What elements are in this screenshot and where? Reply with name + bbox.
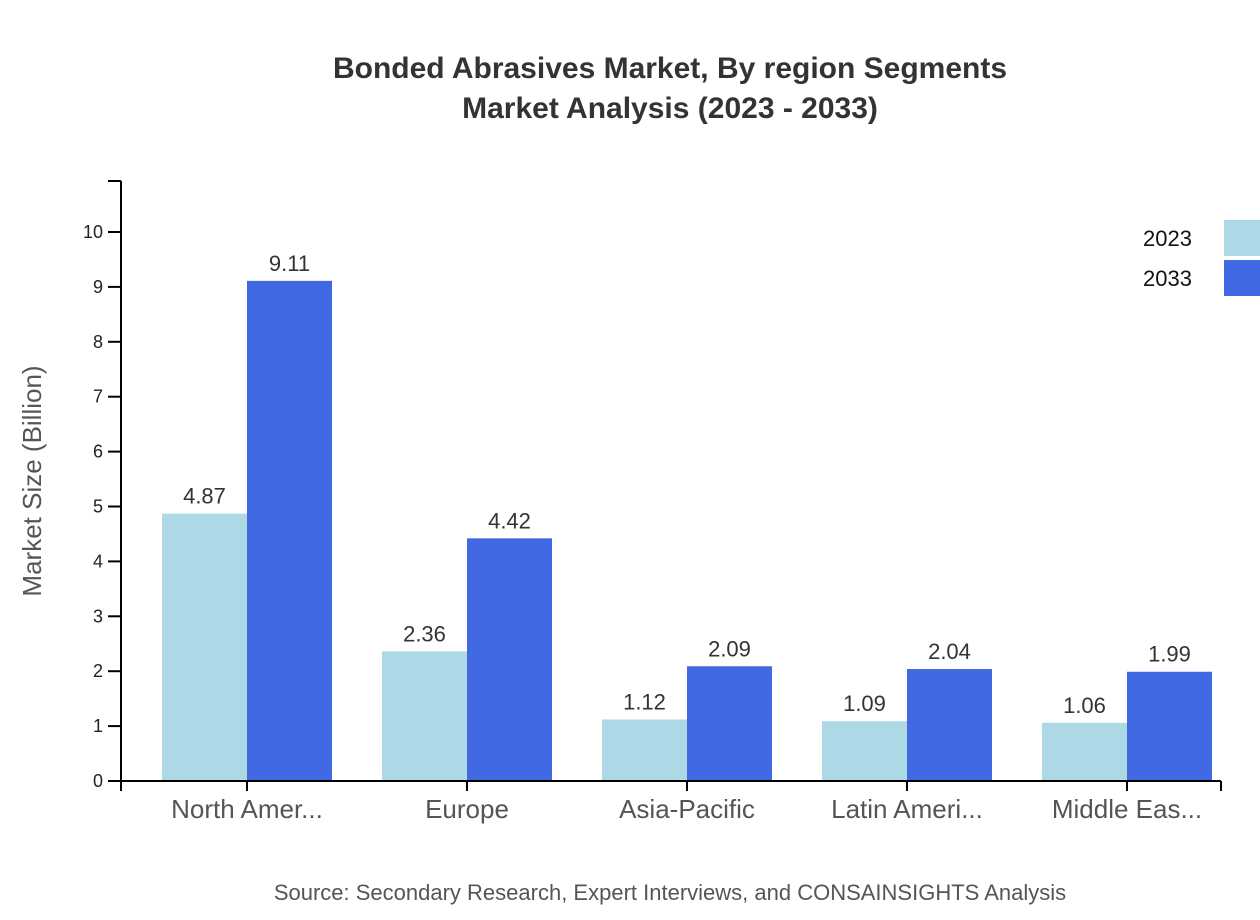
x-tick-label: Asia-Pacific xyxy=(619,794,755,824)
bar-value-label: 2.36 xyxy=(403,621,446,646)
legend-label-2033: 2033 xyxy=(1143,266,1192,291)
bar-value-label: 1.06 xyxy=(1063,693,1106,718)
y-tick-label: 2 xyxy=(93,661,103,681)
chart-title-line1: Bonded Abrasives Market, By region Segme… xyxy=(332,52,1008,85)
y-tick-label: 1 xyxy=(93,716,103,736)
y-tick-label: 9 xyxy=(93,277,103,297)
bar-2023[interactable] xyxy=(602,719,687,781)
x-tick-label: Latin Ameri... xyxy=(831,794,983,824)
x-tick-label: Middle Eas... xyxy=(1052,794,1202,824)
bar-group: 1.06 1.99 xyxy=(1042,642,1212,781)
bar-groups: 4.87 9.11 2.36 4.42 1.12 2.09 1.09 2.04 1.06 1.99 xyxy=(162,251,1212,781)
x-axis: North Amer... Europe Asia-Pacific Latin Ame… xyxy=(120,780,1222,824)
bar-2033[interactable] xyxy=(907,669,992,781)
bar-value-label: 2.04 xyxy=(928,639,971,664)
y-tick-label: 10 xyxy=(83,222,103,242)
bar-2033[interactable] xyxy=(687,666,772,781)
bar-group: 4.87 9.11 xyxy=(162,251,332,781)
y-tick-label: 0 xyxy=(93,771,103,791)
bar-value-label: 1.12 xyxy=(623,690,666,715)
y-axis-label: Market Size (Billion) xyxy=(17,365,47,596)
y-tick-label: 4 xyxy=(93,551,103,571)
bar-2023[interactable] xyxy=(382,651,467,781)
bar-value-label: 4.42 xyxy=(488,508,531,533)
source-note: Source: Secondary Research, Expert Inter… xyxy=(274,880,1066,905)
y-tick-label: 5 xyxy=(93,497,103,517)
bar-group: 2.36 4.42 xyxy=(382,508,552,781)
x-tick-label: North Amer... xyxy=(171,794,323,824)
bar-2033[interactable] xyxy=(467,538,552,781)
bar-2023[interactable] xyxy=(162,513,247,781)
y-tick-label: 7 xyxy=(93,387,103,407)
bar-group: 1.12 2.09 xyxy=(602,636,772,781)
y-axis: 0 1 2 3 4 5 6 7 8 9 10 xyxy=(83,180,122,791)
bar-group: 1.09 2.04 xyxy=(822,639,992,781)
y-tick-label: 8 xyxy=(93,332,103,352)
bar-value-label: 1.99 xyxy=(1148,642,1191,667)
bar-2033[interactable] xyxy=(1127,671,1212,781)
x-tick-label: Europe xyxy=(425,794,509,824)
legend-swatch-2023[interactable] xyxy=(1224,220,1260,256)
y-tick-label: 6 xyxy=(93,442,103,462)
bar-value-label: 1.09 xyxy=(843,691,886,716)
y-tick-label: 3 xyxy=(93,606,103,626)
legend: 2023 2033 xyxy=(1143,220,1260,296)
bar-2023[interactable] xyxy=(1042,722,1127,781)
bar-2033[interactable] xyxy=(247,280,332,781)
legend-swatch-2033[interactable] xyxy=(1224,260,1260,296)
legend-label-2023: 2023 xyxy=(1143,226,1192,251)
bar-2023[interactable] xyxy=(822,721,907,781)
bar-value-label: 2.09 xyxy=(708,636,751,661)
chart-title-line2: Market Analysis (2023 - 2033) xyxy=(462,92,878,125)
bar-value-label: 4.87 xyxy=(183,484,226,509)
bar-value-label: 9.11 xyxy=(269,251,310,276)
